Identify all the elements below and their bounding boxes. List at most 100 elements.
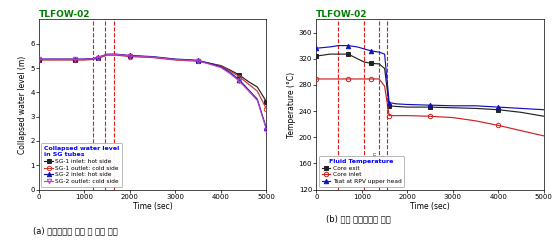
Legend: SG-1 inlet: hot side, SG-1 outlet: cold side, SG-2 inlet: hot side, SG-2 outlet:: SG-1 inlet: hot side, SG-1 outlet: cold … <box>41 143 122 187</box>
Tsat at RPV upper head <box>518 107 524 110</box>
Core inlet <box>376 78 382 80</box>
Y-axis label: Collapsed water level (m): Collapsed water level (m) <box>18 55 27 154</box>
SG-1 inlet: hot side: (1.18e+03, 5.37): hot side: (1.18e+03, 5.37) <box>89 58 96 61</box>
SG-2 outlet: cold side: (4e+03, 5.02): cold side: (4e+03, 5.02) <box>218 66 224 69</box>
SG-2 outlet: cold side: (4.2e+03, 4.77): cold side: (4.2e+03, 4.77) <box>226 72 233 75</box>
Line: Core exit: Core exit <box>314 52 546 119</box>
Tsat at RPV upper head <box>367 49 374 52</box>
Tsat at RPV upper head <box>361 47 367 50</box>
SG-2 inlet: hot side: (1.18e+03, 5.39): hot side: (1.18e+03, 5.39) <box>89 57 96 60</box>
Core exit <box>327 53 334 56</box>
SG-2 outlet: cold side: (800, 5.36): cold side: (800, 5.36) <box>72 58 79 61</box>
SG-1 outlet: cold side: (800, 5.33): cold side: (800, 5.33) <box>72 59 79 61</box>
SG-1 inlet: hot side: (4.8e+03, 4.22): hot side: (4.8e+03, 4.22) <box>254 86 261 88</box>
Tsat at RPV upper head <box>404 103 411 106</box>
Text: (b) 계통 유체온도의 변화: (b) 계통 유체온도의 변화 <box>326 214 390 223</box>
SG-1 inlet: hot side: (500, 5.35): hot side: (500, 5.35) <box>58 58 65 61</box>
Core inlet <box>367 78 374 80</box>
SG-2 outlet: cold side: (200, 5.36): cold side: (200, 5.36) <box>44 58 51 61</box>
Line: SG-1 outlet: cold side: SG-1 outlet: cold side <box>37 53 269 111</box>
SG-2 outlet: cold side: (3e+03, 5.35): cold side: (3e+03, 5.35) <box>172 58 179 61</box>
Tsat at RPV upper head <box>381 53 388 56</box>
SG-2 outlet: cold side: (2.5e+03, 5.45): cold side: (2.5e+03, 5.45) <box>149 56 156 59</box>
Text: POSRV open: POSRV open <box>108 152 113 184</box>
Core inlet <box>472 119 479 122</box>
Core inlet <box>541 134 547 137</box>
SG-2 outlet: cold side: (1.18e+03, 5.38): cold side: (1.18e+03, 5.38) <box>89 57 96 60</box>
Core inlet <box>354 78 361 80</box>
Tsat at RPV upper head <box>354 45 361 48</box>
SG-1 inlet: hot side: (4.4e+03, 4.72): hot side: (4.4e+03, 4.72) <box>236 73 243 76</box>
Line: SG-2 outlet: cold side: SG-2 outlet: cold side <box>37 52 269 132</box>
SG-1 outlet: cold side: (1.7e+03, 5.53): cold side: (1.7e+03, 5.53) <box>113 54 119 57</box>
Tsat at RPV upper head <box>327 45 334 48</box>
Core exit <box>386 104 392 107</box>
Core inlet <box>392 114 399 117</box>
Core exit <box>427 106 433 109</box>
SG-2 outlet: cold side: (5e+03, 2.47): cold side: (5e+03, 2.47) <box>263 128 270 131</box>
SG-1 outlet: cold side: (0, 5.33): cold side: (0, 5.33) <box>36 59 42 61</box>
Text: POSRV open: POSRV open <box>374 152 379 184</box>
SG-2 outlet: cold side: (1.5e+03, 5.56): cold side: (1.5e+03, 5.56) <box>104 53 110 56</box>
X-axis label: Time (sec): Time (sec) <box>133 202 173 211</box>
Tsat at RPV upper head <box>345 44 351 47</box>
SG-1 outlet: cold side: (4.6e+03, 4.35): cold side: (4.6e+03, 4.35) <box>245 82 251 85</box>
SG-1 inlet: hot side: (4.6e+03, 4.45): hot side: (4.6e+03, 4.45) <box>245 80 251 83</box>
Tsat at RPV upper head <box>386 101 392 104</box>
SG-1 inlet: hot side: (1e+03, 5.35): hot side: (1e+03, 5.35) <box>81 58 88 61</box>
Core exit <box>518 111 524 114</box>
Tsat at RPV upper head <box>313 47 320 50</box>
SG-1 inlet: hot side: (200, 5.35): hot side: (200, 5.35) <box>44 58 51 61</box>
Core inlet <box>518 129 524 132</box>
SG-1 inlet: hot side: (5e+03, 3.62): hot side: (5e+03, 3.62) <box>263 100 270 103</box>
Text: TLFOW-02: TLFOW-02 <box>316 10 368 19</box>
Y-axis label: Temperature (°C): Temperature (°C) <box>287 71 296 138</box>
Tsat at RPV upper head <box>472 104 479 107</box>
Text: (a) 증기발생기 튜브 내 수위 변화: (a) 증기발생기 튜브 내 수위 변화 <box>33 226 117 235</box>
SG-2 inlet: hot side: (5e+03, 2.52): hot side: (5e+03, 2.52) <box>263 127 270 130</box>
Core exit <box>361 61 367 63</box>
SG-2 inlet: hot side: (4.8e+03, 3.72): hot side: (4.8e+03, 3.72) <box>254 98 261 101</box>
SG-2 inlet: hot side: (4e+03, 5.05): hot side: (4e+03, 5.05) <box>218 65 224 68</box>
Tsat at RPV upper head <box>376 51 382 54</box>
SG-2 inlet: hot side: (800, 5.37): hot side: (800, 5.37) <box>72 58 79 61</box>
SG-1 outlet: cold side: (200, 5.33): cold side: (200, 5.33) <box>44 59 51 61</box>
Core inlet <box>450 116 456 119</box>
Core exit <box>404 106 411 109</box>
SG-2 outlet: cold side: (0, 5.36): cold side: (0, 5.36) <box>36 58 42 61</box>
Core inlet <box>345 78 351 80</box>
SG-1 inlet: hot side: (2.5e+03, 5.45): hot side: (2.5e+03, 5.45) <box>149 56 156 59</box>
SG-2 inlet: hot side: (4.4e+03, 4.52): hot side: (4.4e+03, 4.52) <box>236 78 243 81</box>
SG-2 outlet: cold side: (2e+03, 5.5): cold side: (2e+03, 5.5) <box>127 54 133 57</box>
Core exit <box>450 106 456 109</box>
SG-1 outlet: cold side: (4.8e+03, 4.05): cold side: (4.8e+03, 4.05) <box>254 90 261 93</box>
SG-2 outlet: cold side: (1e+03, 5.36): cold side: (1e+03, 5.36) <box>81 58 88 61</box>
Text: TLFOW-02: TLFOW-02 <box>39 10 90 19</box>
SG-1 inlet: hot side: (3.5e+03, 5.3): hot side: (3.5e+03, 5.3) <box>195 59 201 62</box>
Text: MSSV open: MSSV open <box>381 155 386 184</box>
Line: Tsat at RPV upper head: Tsat at RPV upper head <box>314 43 546 112</box>
Tsat at RPV upper head <box>427 104 433 107</box>
Core exit <box>367 62 374 65</box>
SG-1 inlet: hot side: (800, 5.35): hot side: (800, 5.35) <box>72 58 79 61</box>
SG-2 inlet: hot side: (1.7e+03, 5.57): hot side: (1.7e+03, 5.57) <box>113 53 119 56</box>
SG-2 inlet: hot side: (1e+03, 5.37): hot side: (1e+03, 5.37) <box>81 58 88 61</box>
SG-2 inlet: hot side: (4.6e+03, 4.12): hot side: (4.6e+03, 4.12) <box>245 88 251 91</box>
Core exit <box>472 107 479 110</box>
SG-2 inlet: hot side: (500, 5.37): hot side: (500, 5.37) <box>58 58 65 61</box>
SG-1 outlet: cold side: (4.2e+03, 4.88): cold side: (4.2e+03, 4.88) <box>226 69 233 72</box>
Core inlet <box>427 115 433 118</box>
SG-1 outlet: cold side: (2e+03, 5.47): cold side: (2e+03, 5.47) <box>127 55 133 58</box>
SG-1 outlet: cold side: (1.3e+03, 5.4): cold side: (1.3e+03, 5.4) <box>95 57 102 60</box>
SG-1 outlet: cold side: (5e+03, 3.32): cold side: (5e+03, 3.32) <box>263 107 270 110</box>
SG-2 outlet: cold side: (3.5e+03, 5.3): cold side: (3.5e+03, 5.3) <box>195 59 201 62</box>
SG-2 inlet: hot side: (4.2e+03, 4.82): hot side: (4.2e+03, 4.82) <box>226 71 233 74</box>
SG-1 inlet: hot side: (1.3e+03, 5.42): hot side: (1.3e+03, 5.42) <box>95 56 102 59</box>
Line: Core inlet: Core inlet <box>314 77 546 138</box>
SG-1 outlet: cold side: (1e+03, 5.33): cold side: (1e+03, 5.33) <box>81 59 88 61</box>
Line: SG-2 inlet: hot side: SG-2 inlet: hot side <box>37 52 269 130</box>
SG-2 outlet: cold side: (4.4e+03, 4.47): cold side: (4.4e+03, 4.47) <box>236 79 243 82</box>
SG-1 inlet: hot side: (4e+03, 5.1): hot side: (4e+03, 5.1) <box>218 64 224 67</box>
SG-2 inlet: hot side: (200, 5.37): hot side: (200, 5.37) <box>44 58 51 61</box>
Text: MSSV open: MSSV open <box>99 155 104 184</box>
